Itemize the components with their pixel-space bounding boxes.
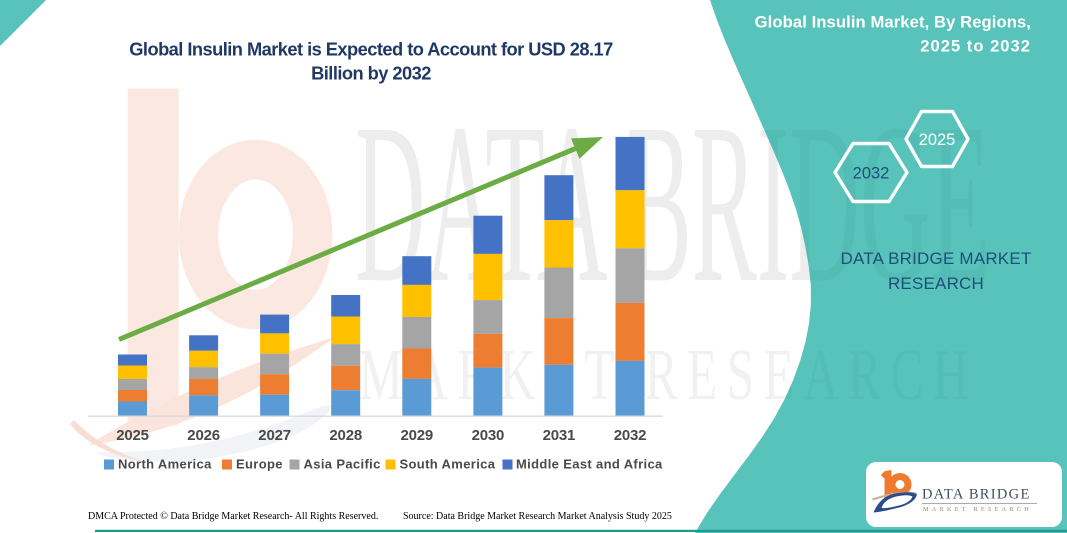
svg-text:2026: 2026 xyxy=(187,427,220,444)
svg-text:DATA BRIDGE MARKET: DATA BRIDGE MARKET xyxy=(841,249,1032,268)
svg-text:2025: 2025 xyxy=(919,131,956,149)
svg-text:2029: 2029 xyxy=(401,427,434,444)
svg-text:2025 to 2032: 2025 to 2032 xyxy=(920,37,1031,56)
svg-text:DMCA Protected © Data Bridge M: DMCA Protected © Data Bridge Market Rese… xyxy=(88,511,378,522)
svg-text:South America: South America xyxy=(400,457,496,472)
svg-text:Middle East and Africa: Middle East and Africa xyxy=(516,457,663,472)
svg-text:2032: 2032 xyxy=(853,165,890,183)
svg-text:2032: 2032 xyxy=(614,427,647,444)
svg-text:2028: 2028 xyxy=(329,427,362,444)
svg-text:North America: North America xyxy=(118,457,212,472)
svg-text:Billion by 2032: Billion by 2032 xyxy=(311,63,431,84)
svg-text:Asia Pacific: Asia Pacific xyxy=(304,457,381,472)
svg-text:Global Insulin Market, By Regi: Global Insulin Market, By Regions, xyxy=(755,13,1031,32)
svg-text:2031: 2031 xyxy=(543,427,576,444)
svg-text:2027: 2027 xyxy=(258,427,291,444)
svg-text:RESEARCH: RESEARCH xyxy=(888,274,984,293)
svg-text:Global Insulin Market is Expec: Global Insulin Market is Expected to Acc… xyxy=(129,39,613,60)
svg-text:Source: Data Bridge Market Res: Source: Data Bridge Market Research Mark… xyxy=(403,511,672,522)
svg-text:Europe: Europe xyxy=(236,457,283,472)
svg-text:2025: 2025 xyxy=(116,427,149,444)
svg-text:2030: 2030 xyxy=(472,427,505,444)
svg-text:DATA BRIDGE: DATA BRIDGE xyxy=(922,487,1031,503)
svg-text:MARKET RESEARCH: MARKET RESEARCH xyxy=(923,506,1032,513)
